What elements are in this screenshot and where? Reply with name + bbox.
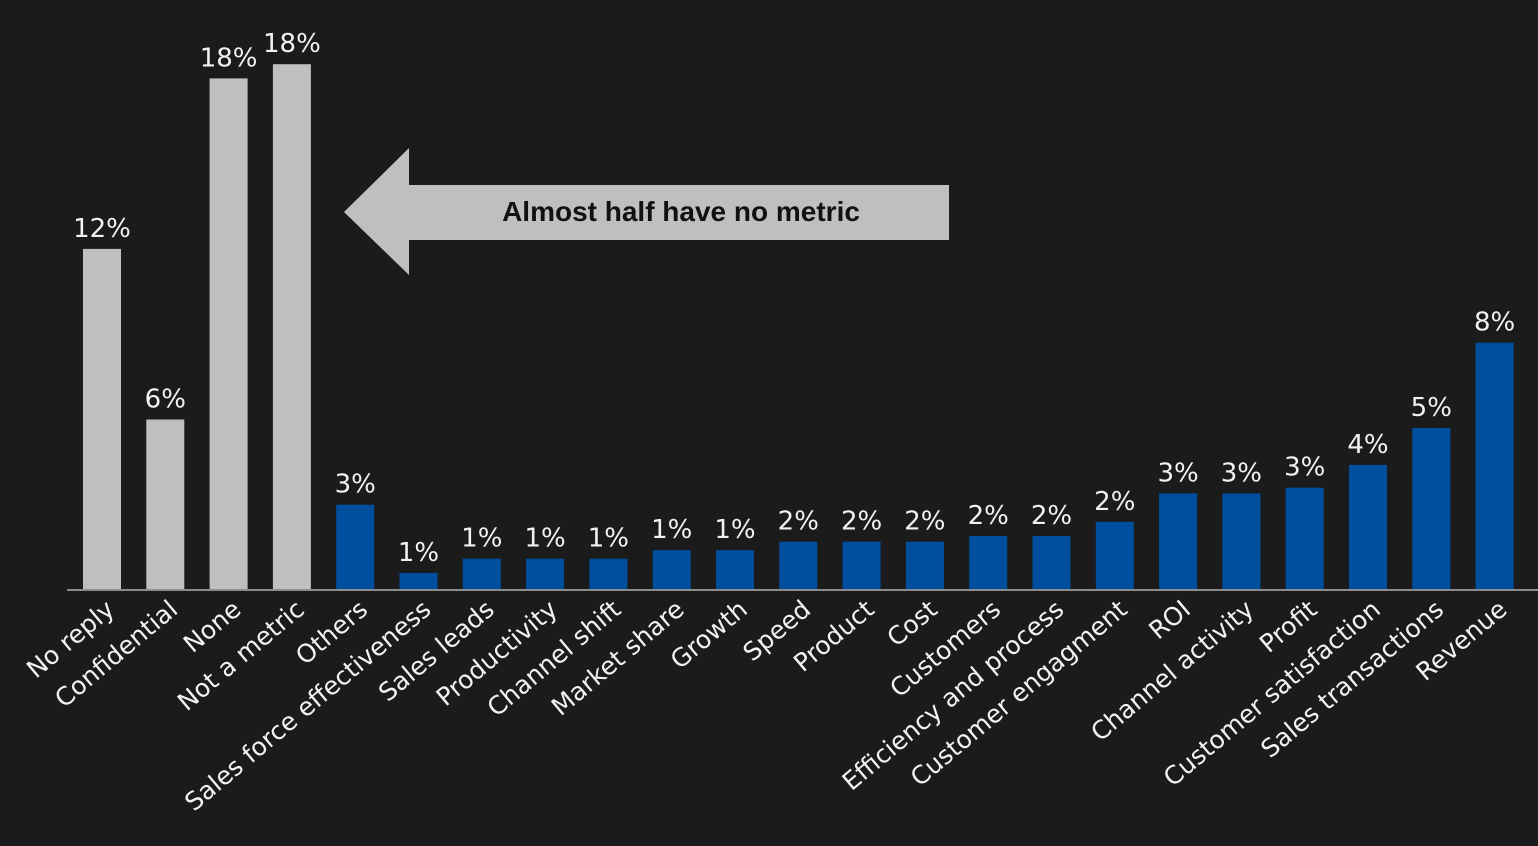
bar-others xyxy=(336,504,375,590)
data-label-none: 18% xyxy=(200,43,258,73)
data-label-customers: 2% xyxy=(968,501,1009,531)
bar-sales-leads xyxy=(462,558,501,590)
data-label-speed: 2% xyxy=(778,507,819,537)
bar-sales-force-effectiveness xyxy=(399,572,438,590)
data-label-roi: 3% xyxy=(1157,458,1198,488)
data-label-customer-satisfaction: 4% xyxy=(1347,430,1388,460)
data-label-productivity: 1% xyxy=(524,524,565,554)
data-label-profit: 3% xyxy=(1284,453,1325,483)
bar-not-a-metric xyxy=(272,64,311,590)
bar-channel-shift xyxy=(589,558,628,590)
data-label-product: 2% xyxy=(841,507,882,537)
bar-efficiency-and-process xyxy=(1032,536,1071,590)
callout-text: Almost half have no metric xyxy=(502,196,860,227)
bar-product xyxy=(842,541,881,590)
data-label-cost: 2% xyxy=(904,507,945,537)
bar-growth xyxy=(716,550,754,590)
data-label-growth: 1% xyxy=(714,515,755,545)
data-labels-group: 12% 6% 18% 18% 3% 1% 1% 1% 1% 1% 1% 2% 2% 2% 2% 2% 2% 3% 3… xyxy=(73,29,1515,568)
data-label-market-share: 1% xyxy=(651,515,692,545)
data-label-channel-shift: 1% xyxy=(588,524,629,554)
bar-channel-activity xyxy=(1222,493,1261,590)
bar-no-reply xyxy=(83,248,121,590)
data-label-sales-force-effectiveness: 1% xyxy=(398,538,439,568)
data-label-not-a-metric: 18% xyxy=(263,29,321,59)
bar-profit xyxy=(1285,487,1324,590)
bars-group xyxy=(83,64,1514,591)
bar-customers xyxy=(969,536,1008,590)
data-label-sales-leads: 1% xyxy=(461,524,502,554)
data-label-efficiency-and-process: 2% xyxy=(1031,501,1072,531)
bar-confidential xyxy=(146,419,185,590)
data-label-others: 3% xyxy=(335,470,376,500)
left-arrow-shape xyxy=(344,148,949,275)
bar-sales-transactions xyxy=(1412,428,1451,590)
data-label-customer-engagment: 2% xyxy=(1094,487,1135,517)
bar-productivity xyxy=(526,558,565,590)
data-label-sales-transactions: 5% xyxy=(1411,393,1452,423)
data-label-confidential: 6% xyxy=(145,385,186,415)
bar-revenue xyxy=(1475,342,1514,590)
bar-cost xyxy=(905,541,944,590)
data-label-no-reply: 12% xyxy=(73,214,131,244)
bar-speed xyxy=(779,541,818,590)
bar-customer-satisfaction xyxy=(1349,464,1387,590)
callout-arrow: Almost half have no metric xyxy=(344,148,949,275)
bar-market-share xyxy=(652,550,691,590)
data-label-revenue: 8% xyxy=(1474,308,1515,338)
bar-customer-engagment xyxy=(1095,521,1134,590)
data-label-channel-activity: 3% xyxy=(1221,458,1262,488)
bar-roi xyxy=(1159,493,1198,590)
bar-none xyxy=(209,78,248,591)
